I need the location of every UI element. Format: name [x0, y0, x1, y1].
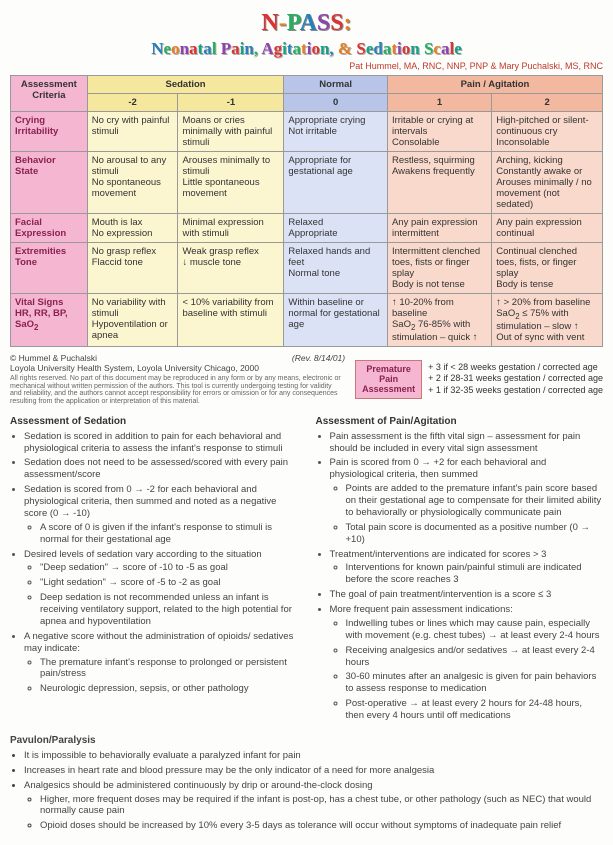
list-item: "Deep sedation" → score of -10 to -5 as …: [40, 562, 298, 574]
cell: Restless, squirmingAwakens frequently: [387, 152, 491, 214]
cell: Weak grasp reflex↓ muscle tone: [178, 243, 284, 294]
paralysis-section: Pavulon/Paralysis It is impossible to be…: [10, 735, 603, 832]
row-label: FacialExpression: [11, 214, 88, 243]
cell: Continual clenched toes, fists, or finge…: [492, 243, 603, 294]
list-item: Desired levels of sedation vary accordin…: [24, 549, 298, 628]
list-item: Post-operative → at least every 2 hours …: [346, 698, 604, 722]
pain-column: Assessment of Pain/Agitation Pain assess…: [316, 416, 604, 725]
list-item: The goal of pain treatment/intervention …: [330, 589, 604, 601]
list-item: "Light sedation" → score of -5 to -2 as …: [40, 577, 298, 589]
list-item: Indwelling tubes or lines which may caus…: [346, 618, 604, 642]
cell: Arouses minimally to stimuliLittle spont…: [178, 152, 284, 214]
cell: Arching, kickingConstantly awake orArous…: [492, 152, 603, 214]
list-item: Sedation is scored in addition to pain f…: [24, 431, 298, 455]
premature-rules: + 3 if < 28 weeks gestation / corrected …: [428, 362, 603, 397]
cell: Relaxed hands and feetNormal tone: [284, 243, 388, 294]
list-item: Neurologic depression, sepsis, or other …: [40, 683, 298, 695]
list-item: Sedation is scored from 0 → -2 for each …: [24, 484, 298, 545]
list-item: Treatment/interventions are indicated fo…: [330, 549, 604, 587]
score-1: 1: [387, 94, 491, 112]
copyright: © Hummel & Puchalski: [10, 353, 97, 363]
npass-table: Assessment Criteria Sedation Normal Pain…: [10, 75, 603, 347]
list-item: A score of 0 is given if the infant's re…: [40, 522, 298, 546]
list-item: Points are added to the premature infant…: [346, 483, 604, 519]
list-item: Receiving analgesics and/or sedatives → …: [346, 645, 604, 669]
list-item: Total pain score is documented as a posi…: [346, 522, 604, 546]
cell: Appropriate for gestational age: [284, 152, 388, 214]
list-item: Interventions for known pain/painful sti…: [346, 562, 604, 586]
cell: ↑ 10-20% from baselineSaO2 76-85% with s…: [387, 294, 491, 347]
cell: No cry with painful stimuli: [87, 112, 178, 152]
cell: No variability with stimuliHypoventilati…: [87, 294, 178, 347]
list-item: It is impossible to behaviorally evaluat…: [24, 750, 603, 762]
list-item: Deep sedation is not recommended unless …: [40, 592, 298, 628]
cell: Minimal expression with stimuli: [178, 214, 284, 243]
cell: No grasp reflexFlaccid tone: [87, 243, 178, 294]
paralysis-heading: Pavulon/Paralysis: [10, 735, 603, 746]
hdr-sedation: Sedation: [87, 76, 284, 94]
credits: Pat Hummel, MA, RNC, NNP, PNP & Mary Puc…: [10, 61, 603, 71]
score-n2: -2: [87, 94, 178, 112]
cell: ↑ > 20% from baselineSaO2 ≤ 75% with sti…: [492, 294, 603, 347]
cell: Mouth is laxNo expression: [87, 214, 178, 243]
list-item: Pain assessment is the fifth vital sign …: [330, 431, 604, 455]
list-item: Analgesics should be administered contin…: [24, 780, 603, 833]
score-2: 2: [492, 94, 603, 112]
footer-row: © Hummel & Puchalski (Rev. 8/14/01) Loyo…: [10, 353, 603, 406]
revision: (Rev. 8/14/01): [292, 353, 345, 363]
score-n1: -1: [178, 94, 284, 112]
list-item: More frequent pain assessment indication…: [330, 604, 604, 722]
cell: Intermittent clenched toes, fists or fin…: [387, 243, 491, 294]
list-item: Pain is scored from 0 → +2 for each beha…: [330, 457, 604, 545]
list-item: Opioid doses should be increased by 10% …: [40, 820, 603, 832]
doc-title: N-PASS:: [10, 10, 603, 37]
doc-subtitle: Neonatal Pain, Agitation, & Sedation Sca…: [10, 39, 603, 59]
cell: Irritable or crying at intervalsConsolab…: [387, 112, 491, 152]
cell: Moans or cries minimally with painful st…: [178, 112, 284, 152]
hdr-pain: Pain / Agitation: [387, 76, 602, 94]
cell: Appropriate cryingNot irritable: [284, 112, 388, 152]
list-item: Sedation does not need to be assessed/sc…: [24, 457, 298, 481]
row-label: CryingIrritability: [11, 112, 88, 152]
cell: < 10% variability from baseline with sti…: [178, 294, 284, 347]
list-item: Increases in heart rate and blood pressu…: [24, 765, 603, 777]
list-item: The premature infant's response to prolo…: [40, 657, 298, 681]
cell: Any pain expression continual: [492, 214, 603, 243]
sedation-column: Assessment of Sedation Sedation is score…: [10, 416, 298, 725]
cell: RelaxedAppropriate: [284, 214, 388, 243]
score-0: 0: [284, 94, 388, 112]
row-label: BehaviorState: [11, 152, 88, 214]
list-item: A negative score without the administrat…: [24, 631, 298, 695]
cell: No arousal to any stimuliNo spontaneous …: [87, 152, 178, 214]
row-label: Vital SignsHR, RR, BP,SaO2: [11, 294, 88, 347]
fineprint: All rights reserved. No part of this doc…: [10, 375, 345, 406]
sedation-heading: Assessment of Sedation: [10, 416, 298, 427]
institution: Loyola University Health System, Loyola …: [10, 363, 345, 373]
cell: Within baseline or normal for gestationa…: [284, 294, 388, 347]
list-item: 30-60 minutes after an analgesic is give…: [346, 671, 604, 695]
row-label: ExtremitiesTone: [11, 243, 88, 294]
hdr-criteria: Assessment Criteria: [11, 76, 88, 112]
hdr-normal: Normal: [284, 76, 388, 94]
premature-box: PrematurePainAssessment: [355, 360, 422, 399]
cell: High-pitched or silent-continuous cryInc…: [492, 112, 603, 152]
pain-heading: Assessment of Pain/Agitation: [316, 416, 604, 427]
list-item: Higher, more frequent doses may be requi…: [40, 794, 603, 818]
cell: Any pain expression intermittent: [387, 214, 491, 243]
